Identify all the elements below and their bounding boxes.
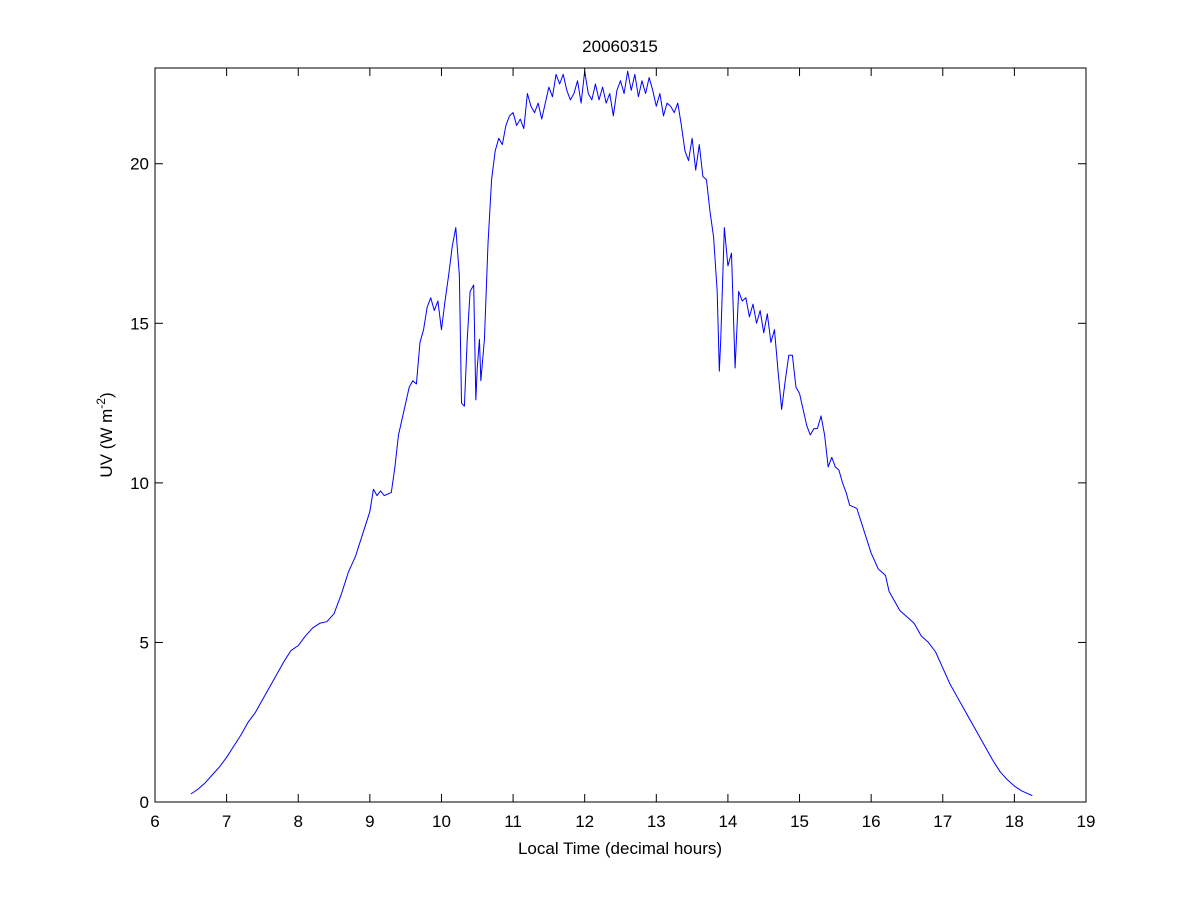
x-tick-label: 9	[365, 812, 374, 831]
x-tick-label: 13	[647, 812, 666, 831]
x-axis-ticks: 6 7 8 9 10 11 12 13 14 15 16 17 18 19	[150, 68, 1095, 831]
y-axis-label-main: UV (W m	[97, 409, 116, 478]
y-tick-label: 20	[130, 155, 149, 174]
x-tick-label: 15	[790, 812, 809, 831]
plot-area	[155, 68, 1086, 802]
x-tick-label: 12	[575, 812, 594, 831]
y-axis-label: UV (W m-2)	[94, 392, 116, 477]
plot-frame	[154, 67, 1087, 803]
y-tick-label: 5	[140, 633, 149, 652]
x-tick-label: 14	[718, 812, 737, 831]
x-tick-label: 17	[933, 812, 952, 831]
y-tick-label: 10	[130, 474, 149, 493]
x-tick-label: 16	[862, 812, 881, 831]
x-tick-label: 18	[1005, 812, 1024, 831]
x-tick-label: 8	[293, 812, 302, 831]
x-tick-label: 6	[150, 812, 159, 831]
y-axis-label-close: )	[97, 392, 116, 398]
x-axis-label: Local Time (decimal hours)	[518, 839, 722, 858]
y-tick-label: 0	[140, 793, 149, 812]
chart-title: 20060315	[582, 37, 658, 56]
uv-series-line	[190, 70, 1033, 797]
x-tick-label: 11	[504, 812, 522, 831]
x-tick-label: 7	[222, 812, 231, 831]
y-axis-ticks: 0 5 10 15 20	[130, 155, 1086, 812]
y-axis-label-superscript: -2	[94, 398, 108, 409]
x-tick-label: 19	[1077, 812, 1096, 831]
y-tick-label: 15	[130, 314, 149, 333]
x-tick-label: 10	[432, 812, 451, 831]
